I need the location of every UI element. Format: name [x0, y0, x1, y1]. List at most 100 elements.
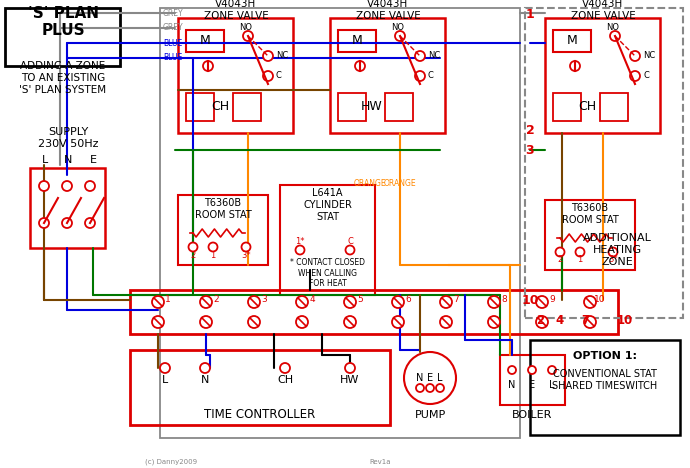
Circle shape — [152, 296, 164, 308]
Bar — [553, 93, 581, 121]
Text: E: E — [529, 380, 535, 390]
Text: ORANGE: ORANGE — [384, 178, 416, 188]
Circle shape — [392, 296, 404, 308]
Text: 10: 10 — [617, 314, 633, 327]
Text: NC: NC — [428, 51, 440, 60]
Text: Rev1a: Rev1a — [369, 459, 391, 465]
Bar — [385, 93, 413, 121]
Bar — [130, 350, 390, 425]
Bar — [280, 185, 375, 295]
Text: V4043H
ZONE VALVE: V4043H ZONE VALVE — [355, 0, 420, 21]
Text: L: L — [437, 373, 443, 383]
Text: 4: 4 — [556, 314, 564, 327]
Circle shape — [416, 384, 424, 392]
Text: GREY: GREY — [163, 23, 184, 32]
Text: C: C — [428, 72, 434, 80]
Text: NO: NO — [607, 22, 620, 31]
Circle shape — [39, 218, 49, 228]
Bar — [600, 93, 628, 121]
Text: V4043H
ZONE VALVE: V4043H ZONE VALVE — [571, 0, 635, 21]
Text: 1: 1 — [526, 8, 534, 22]
Text: M: M — [566, 35, 578, 47]
Text: 3: 3 — [261, 295, 267, 305]
Circle shape — [392, 316, 404, 328]
Circle shape — [630, 71, 640, 81]
Bar — [130, 290, 618, 334]
Text: T6360B
ROOM STAT: T6360B ROOM STAT — [562, 203, 618, 225]
Text: 3*: 3* — [608, 256, 618, 264]
Circle shape — [404, 352, 456, 404]
Circle shape — [39, 181, 49, 191]
Text: 5: 5 — [357, 295, 363, 305]
Text: 1: 1 — [210, 250, 215, 259]
Text: 2: 2 — [526, 124, 534, 137]
Text: 1: 1 — [165, 295, 171, 305]
Circle shape — [508, 366, 516, 374]
Bar — [553, 30, 591, 52]
Circle shape — [584, 296, 596, 308]
Circle shape — [630, 51, 640, 61]
Circle shape — [344, 296, 356, 308]
Bar — [233, 93, 261, 121]
Text: ADDITIONAL
HEATING
ZONE: ADDITIONAL HEATING ZONE — [582, 234, 651, 267]
Bar — [530, 340, 680, 435]
Text: 3: 3 — [526, 144, 534, 156]
Text: C: C — [276, 72, 282, 80]
Text: NO: NO — [239, 22, 253, 31]
Circle shape — [160, 363, 170, 373]
Bar — [338, 93, 366, 121]
Text: M: M — [199, 35, 210, 47]
Text: GREY: GREY — [163, 8, 184, 17]
Circle shape — [345, 363, 355, 373]
Text: 9: 9 — [549, 295, 555, 305]
Text: 1: 1 — [578, 256, 582, 264]
Bar — [330, 18, 445, 133]
Text: N: N — [63, 155, 72, 165]
Circle shape — [426, 384, 434, 392]
Circle shape — [243, 31, 253, 41]
Bar — [186, 93, 214, 121]
Text: TIME CONTROLLER: TIME CONTROLLER — [204, 409, 315, 422]
Circle shape — [548, 366, 556, 374]
Circle shape — [85, 181, 95, 191]
Text: 6: 6 — [405, 295, 411, 305]
Text: 4: 4 — [309, 295, 315, 305]
Text: OPTION 1:: OPTION 1: — [573, 351, 637, 361]
Text: M: M — [352, 35, 362, 47]
Circle shape — [295, 246, 304, 255]
Bar — [186, 30, 224, 52]
Text: BOILER: BOILER — [512, 410, 552, 420]
Circle shape — [241, 242, 250, 251]
Text: 1*: 1* — [295, 237, 305, 247]
Circle shape — [200, 316, 212, 328]
Text: SUPPLY
230V 50Hz: SUPPLY 230V 50Hz — [38, 127, 98, 149]
Circle shape — [440, 316, 452, 328]
Bar — [500, 355, 565, 405]
Text: ADDING A ZONE
TO AN EXISTING
'S' PLAN SYSTEM: ADDING A ZONE TO AN EXISTING 'S' PLAN SY… — [19, 61, 106, 95]
Bar — [178, 195, 268, 265]
Text: N: N — [509, 380, 515, 390]
Circle shape — [415, 51, 425, 61]
Text: 10: 10 — [594, 295, 606, 305]
Circle shape — [346, 246, 355, 255]
Circle shape — [436, 384, 444, 392]
Text: BLUE: BLUE — [163, 38, 182, 47]
Text: PUMP: PUMP — [415, 410, 446, 420]
Circle shape — [555, 248, 564, 256]
Text: 2: 2 — [558, 256, 562, 264]
Text: 2: 2 — [213, 295, 219, 305]
Bar — [160, 8, 520, 438]
Text: 7: 7 — [581, 314, 589, 327]
Text: 10: 10 — [521, 293, 539, 307]
Text: L641A
CYLINDER
STAT: L641A CYLINDER STAT — [303, 189, 352, 222]
Text: (c) Danny2009: (c) Danny2009 — [145, 459, 197, 465]
Circle shape — [248, 316, 260, 328]
Bar — [525, 8, 683, 318]
Circle shape — [62, 181, 72, 191]
Circle shape — [440, 296, 452, 308]
Text: 2: 2 — [190, 250, 196, 259]
Text: E: E — [90, 155, 97, 165]
Text: 3*: 3* — [241, 250, 250, 259]
Circle shape — [570, 61, 580, 71]
Circle shape — [152, 316, 164, 328]
